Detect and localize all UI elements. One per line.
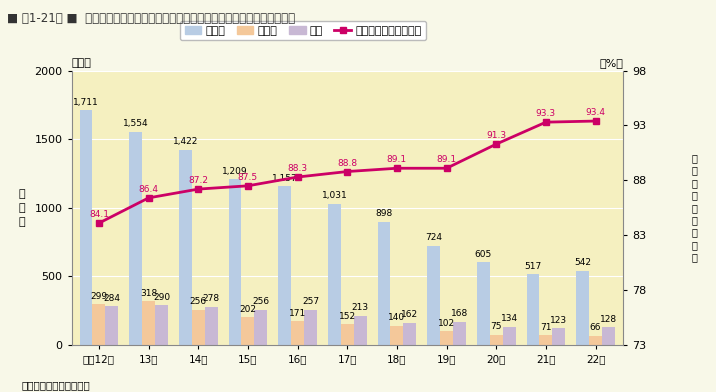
Bar — [477, 262, 490, 345]
Text: 75: 75 — [490, 322, 502, 331]
Bar — [354, 316, 367, 345]
Text: 102: 102 — [438, 319, 455, 328]
Bar — [576, 270, 589, 345]
Text: 256: 256 — [252, 298, 269, 307]
Text: 88.3: 88.3 — [288, 164, 308, 173]
Text: 1,422: 1,422 — [173, 138, 198, 147]
Text: 517: 517 — [524, 261, 541, 270]
Text: 1,209: 1,209 — [222, 167, 248, 176]
Text: 140: 140 — [388, 313, 405, 322]
Bar — [179, 150, 192, 345]
Bar — [304, 310, 317, 345]
Bar — [589, 336, 602, 345]
Text: 1,157: 1,157 — [272, 174, 298, 183]
Text: 290: 290 — [153, 293, 170, 302]
Bar — [155, 305, 168, 345]
Text: 87.5: 87.5 — [238, 173, 258, 182]
Bar — [403, 323, 416, 345]
Text: 213: 213 — [352, 303, 369, 312]
Bar — [503, 327, 516, 345]
Text: 162: 162 — [401, 310, 418, 319]
Text: 93.3: 93.3 — [536, 109, 556, 118]
Bar — [205, 307, 218, 345]
Text: 168: 168 — [451, 309, 468, 318]
Text: 91.3: 91.3 — [486, 131, 506, 140]
Text: 898: 898 — [375, 209, 392, 218]
Text: 89.1: 89.1 — [387, 155, 407, 164]
Text: 死
者
数: 死 者 数 — [18, 189, 25, 227]
Text: 128: 128 — [600, 315, 617, 324]
Bar — [279, 186, 291, 345]
Text: 171: 171 — [289, 309, 306, 318]
Text: 257: 257 — [302, 297, 319, 306]
Text: 278: 278 — [203, 294, 220, 303]
Text: 89.1: 89.1 — [437, 155, 457, 164]
Bar — [328, 203, 341, 345]
Text: 256: 256 — [190, 298, 207, 307]
Text: 123: 123 — [551, 316, 567, 325]
Text: 87.2: 87.2 — [188, 176, 208, 185]
Text: 202: 202 — [239, 305, 256, 314]
Text: 605: 605 — [475, 250, 492, 259]
Text: 542: 542 — [574, 258, 591, 267]
Text: 1,031: 1,031 — [321, 191, 347, 200]
Text: 88.8: 88.8 — [337, 159, 357, 168]
Bar — [105, 306, 118, 345]
Text: シ
ー
ト
ベ
ル
ト
着
用
率: シ ー ト ベ ル ト 着 用 率 — [692, 153, 697, 262]
Text: 724: 724 — [425, 233, 442, 242]
Text: 318: 318 — [140, 289, 158, 298]
Text: 84.1: 84.1 — [89, 210, 109, 219]
Bar — [526, 274, 539, 345]
Bar — [341, 324, 354, 345]
Bar — [453, 322, 466, 345]
Text: 86.4: 86.4 — [139, 185, 158, 194]
Text: （%）: （%） — [599, 58, 623, 68]
Legend: 運転席, 助手席, 後席, シートベルト着用者率: 運転席, 助手席, 後席, シートベルト着用者率 — [180, 21, 426, 40]
Bar — [440, 331, 453, 345]
Bar — [427, 246, 440, 345]
Bar — [79, 110, 92, 345]
Bar — [92, 304, 105, 345]
Bar — [390, 326, 403, 345]
Bar — [602, 327, 615, 345]
Text: ■ 第1-21図 ■  乗車位置別シートベルト非着用者及びシートベルト着用者率の推移: ■ 第1-21図 ■ 乗車位置別シートベルト非着用者及びシートベルト着用者率の推… — [7, 12, 295, 25]
Text: 1,554: 1,554 — [123, 119, 148, 128]
Text: 93.4: 93.4 — [586, 108, 606, 117]
Text: 66: 66 — [590, 323, 601, 332]
Text: （人）: （人） — [72, 58, 92, 68]
Text: 284: 284 — [103, 294, 120, 303]
Bar — [192, 310, 205, 345]
Bar — [142, 301, 155, 345]
Bar — [129, 132, 142, 345]
Text: 134: 134 — [500, 314, 518, 323]
Bar — [254, 310, 267, 345]
Text: 152: 152 — [339, 312, 356, 321]
Bar — [291, 321, 304, 345]
Text: 1,711: 1,711 — [73, 98, 99, 107]
Bar — [228, 179, 241, 345]
Bar — [377, 222, 390, 345]
Text: 注　警察庁資料による。: 注 警察庁資料による。 — [21, 380, 90, 390]
Bar — [490, 335, 503, 345]
Text: 71: 71 — [540, 323, 552, 332]
Bar — [241, 317, 254, 345]
Bar — [552, 328, 566, 345]
Text: 299: 299 — [90, 292, 107, 301]
Bar — [539, 335, 552, 345]
